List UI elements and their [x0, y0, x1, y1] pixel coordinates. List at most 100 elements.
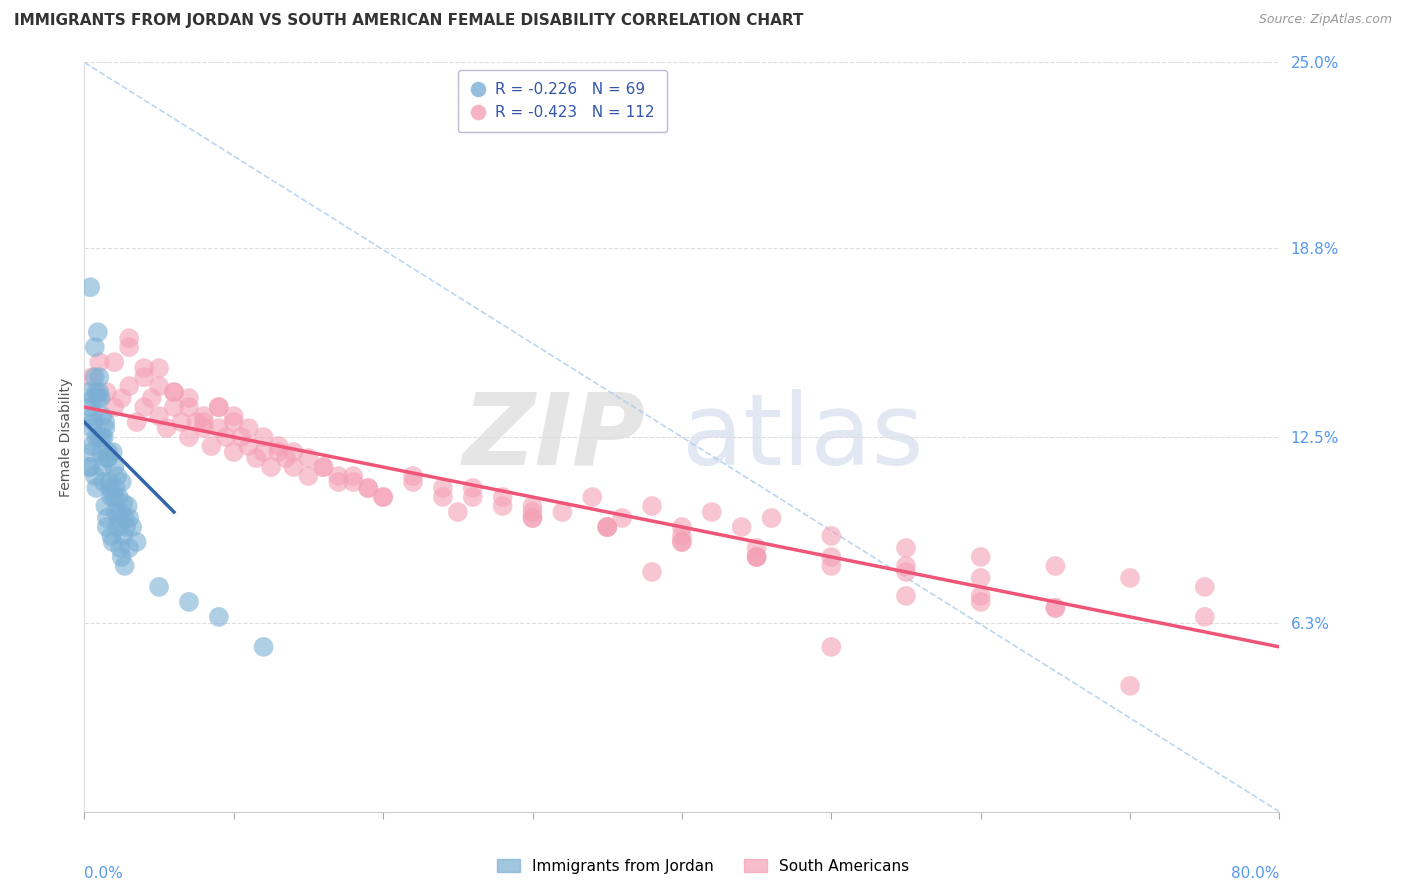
Point	[89, 355, 111, 369]
Point	[1119, 679, 1142, 693]
Point	[447, 505, 470, 519]
Point	[80, 439, 103, 453]
Point	[96, 385, 118, 400]
Point	[894, 558, 917, 573]
Point	[193, 421, 215, 435]
Point	[87, 391, 110, 405]
Point	[761, 511, 783, 525]
Point	[745, 549, 768, 564]
Point	[155, 421, 177, 435]
Point	[970, 595, 993, 609]
Point	[110, 541, 132, 555]
Text: 80.0%: 80.0%	[1232, 865, 1279, 880]
Point	[110, 505, 132, 519]
Point	[402, 475, 425, 489]
Point	[96, 511, 118, 525]
Point	[177, 391, 200, 405]
Point	[1045, 601, 1067, 615]
Point	[115, 520, 138, 534]
Point	[125, 535, 148, 549]
Point	[83, 340, 105, 354]
Point	[97, 445, 120, 459]
Point	[253, 445, 276, 459]
Point	[114, 511, 136, 525]
Point	[132, 361, 156, 376]
Point	[148, 409, 170, 423]
Point	[103, 490, 125, 504]
Point	[104, 481, 127, 495]
Point	[745, 549, 768, 564]
Point	[596, 520, 619, 534]
Point	[125, 415, 148, 429]
Point	[522, 499, 544, 513]
Point	[208, 400, 231, 414]
Point	[118, 541, 141, 555]
Point	[238, 421, 260, 435]
Point	[522, 511, 544, 525]
Point	[97, 451, 120, 466]
Point	[671, 529, 693, 543]
Point	[342, 475, 364, 489]
Point	[170, 415, 193, 429]
Point	[89, 430, 111, 444]
Point	[297, 469, 319, 483]
Point	[105, 469, 128, 483]
Point	[132, 400, 156, 414]
Text: atlas: atlas	[682, 389, 924, 485]
Point	[101, 445, 124, 459]
Point	[402, 469, 425, 483]
Point	[118, 340, 141, 354]
Point	[970, 589, 993, 603]
Point	[112, 529, 135, 543]
Text: ZIP: ZIP	[463, 389, 647, 485]
Point	[745, 541, 768, 555]
Point	[100, 529, 122, 543]
Point	[111, 391, 134, 405]
Point	[101, 535, 124, 549]
Point	[328, 475, 350, 489]
Point	[94, 499, 117, 513]
Point	[970, 571, 993, 585]
Point	[581, 490, 603, 504]
Point	[222, 415, 245, 429]
Point	[80, 421, 103, 435]
Text: Source: ZipAtlas.com: Source: ZipAtlas.com	[1258, 13, 1392, 27]
Point	[94, 415, 117, 429]
Point	[373, 490, 395, 504]
Point	[114, 558, 136, 573]
Point	[551, 505, 574, 519]
Point	[79, 460, 101, 475]
Point	[87, 325, 110, 339]
Point	[80, 445, 103, 459]
Point	[103, 400, 125, 414]
Point	[245, 451, 267, 466]
Point	[267, 439, 290, 453]
Point	[461, 481, 484, 495]
Point	[111, 549, 134, 564]
Point	[492, 499, 515, 513]
Point	[1194, 580, 1216, 594]
Point	[1119, 571, 1142, 585]
Point	[1194, 610, 1216, 624]
Point	[80, 370, 103, 384]
Point	[111, 475, 134, 489]
Point	[86, 385, 108, 400]
Point	[283, 445, 305, 459]
Point	[215, 430, 238, 444]
Point	[208, 421, 231, 435]
Point	[148, 580, 170, 594]
Point	[970, 549, 993, 564]
Point	[312, 460, 335, 475]
Point	[820, 558, 842, 573]
Point	[121, 520, 143, 534]
Point	[79, 280, 101, 294]
Point	[1045, 601, 1067, 615]
Point	[894, 565, 917, 579]
Point	[238, 439, 260, 453]
Point	[141, 391, 163, 405]
Point	[671, 535, 693, 549]
Point	[641, 499, 664, 513]
Point	[79, 400, 101, 414]
Point	[82, 415, 104, 429]
Point	[283, 460, 305, 475]
